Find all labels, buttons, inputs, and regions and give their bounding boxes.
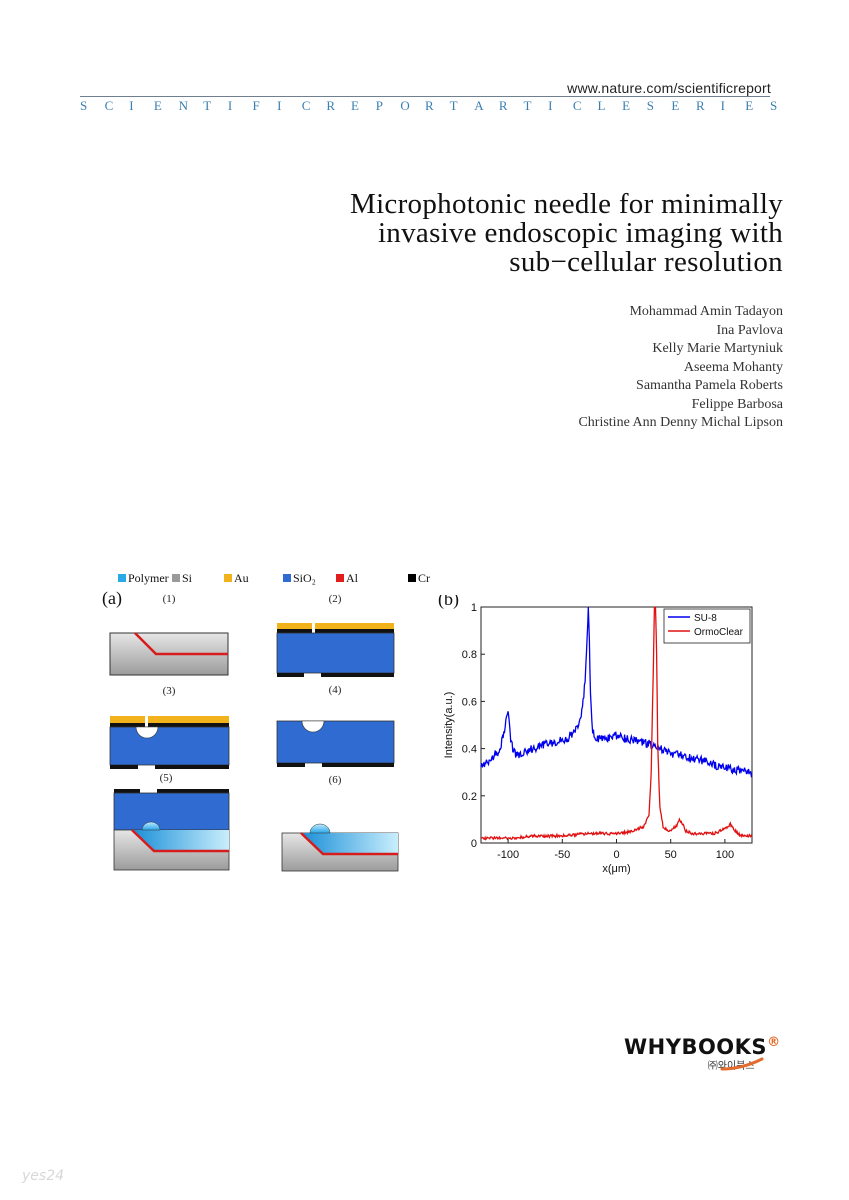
- legend-label: Al: [346, 571, 358, 585]
- y-tick-label: 1: [471, 602, 477, 614]
- paper-title: Microphotonic needle for minimally invasi…: [223, 190, 783, 277]
- figure-a-legend: Polymer Si Au SiO₂ Al Cr: [118, 571, 430, 586]
- title-line: sub−cellular resolution: [509, 246, 783, 278]
- plot-frame: [480, 606, 753, 844]
- journal-url: www.nature.com/scientificreport: [567, 80, 771, 96]
- step-3-diagram: [109, 716, 230, 769]
- y-axis-label: Intensity(a.u.): [443, 692, 455, 759]
- legend-label: SiO₂: [293, 571, 316, 585]
- step-4-diagram: [276, 720, 395, 767]
- legend-swatch: [224, 574, 232, 582]
- x-tick-label: 100: [716, 849, 734, 861]
- logo-subtitle: ㈜와이북스: [707, 1061, 755, 1072]
- fabrication-schematic: [109, 623, 399, 872]
- logo-swoosh-icon: [720, 1057, 764, 1071]
- y-tick-label: 0.6: [462, 696, 477, 708]
- series-line-ormoclear: [480, 606, 753, 841]
- figure-b-label: (b): [438, 595, 459, 610]
- legend-item-3: SiO₂: [283, 571, 316, 586]
- chart-legend-label: OrmoClear: [694, 627, 744, 638]
- y-tick-label: 0.4: [462, 744, 477, 756]
- chart-legend-box: [663, 608, 751, 644]
- step-label-1: (1): [162, 593, 176, 605]
- legend-item-4: Al: [336, 571, 358, 586]
- step-label-4: (4): [328, 684, 342, 696]
- step-6-diagram: [281, 823, 399, 872]
- step-label-2: (2): [328, 593, 342, 605]
- legend-label: Cr: [418, 571, 430, 585]
- y-tick-label: 0.8: [462, 649, 477, 661]
- step-5-diagram: [113, 789, 230, 871]
- legend-item-0: Polymer: [118, 571, 169, 586]
- step-label-5: (5): [159, 772, 173, 784]
- legend-item-2: Au: [224, 571, 249, 586]
- legend-swatch: [283, 574, 291, 582]
- x-tick-label: 0: [613, 849, 619, 861]
- x-tick-label: -100: [497, 849, 519, 861]
- legend-swatch: [118, 574, 126, 582]
- legend-label: Si: [182, 571, 193, 585]
- y-tick-label: 0.2: [462, 791, 477, 803]
- x-axis-label: x(μm): [602, 863, 630, 875]
- step-1-diagram: [109, 632, 229, 676]
- author-name: Aseema Mohanty: [683, 359, 783, 375]
- author-name: Ina Pavlova: [716, 322, 783, 338]
- step-2-diagram: [276, 623, 395, 677]
- author-list: Mohammad Amin Tadayon Ina Pavlova Kelly Ma…: [578, 303, 783, 433]
- x-tick-label: 50: [665, 849, 677, 861]
- x-tick-label: -50: [554, 849, 570, 861]
- step-label-6: (6): [328, 774, 342, 786]
- intensity-chart: (b) -100 -50 0 50 100 0 0.2 0.4 0.6 0.8 1 x(μm) Inten…: [438, 595, 753, 875]
- chart-legend-label: SU-8: [694, 613, 717, 624]
- legend-item-5: Cr: [408, 571, 430, 586]
- y-tick-label: 0: [471, 838, 477, 850]
- legend-swatch: [336, 574, 344, 582]
- figure-a-label: (a): [102, 588, 122, 608]
- author-name: Samantha Pamela Roberts: [636, 378, 783, 393]
- legend-item-1: Si: [172, 571, 192, 586]
- author-name: Kelly Marie Martyniuk: [652, 341, 783, 356]
- author-name: Felippe Barbosa: [691, 396, 783, 412]
- legend-swatch: [408, 574, 416, 582]
- series-line-su-8: [480, 606, 753, 778]
- logo-wordmark: WHYBOOKS®: [624, 1035, 781, 1059]
- author-name: Mohammad Amin Tadayon: [629, 304, 783, 319]
- title-line: Microphotonic needle for minimally: [349, 188, 783, 220]
- legend-swatch: [172, 574, 180, 582]
- title-line: invasive endoscopic imaging with: [377, 217, 783, 249]
- legend-label: Polymer: [128, 571, 169, 585]
- header-rule: [80, 96, 770, 97]
- legend-label: Au: [234, 571, 249, 585]
- author-name: Christine Ann Denny Michal Lipson: [578, 415, 783, 430]
- step-label-3: (3): [162, 685, 176, 697]
- watermark: yes24: [22, 1168, 65, 1184]
- publisher-logo: WHYBOOKS® ㈜와이북스: [624, 1035, 781, 1072]
